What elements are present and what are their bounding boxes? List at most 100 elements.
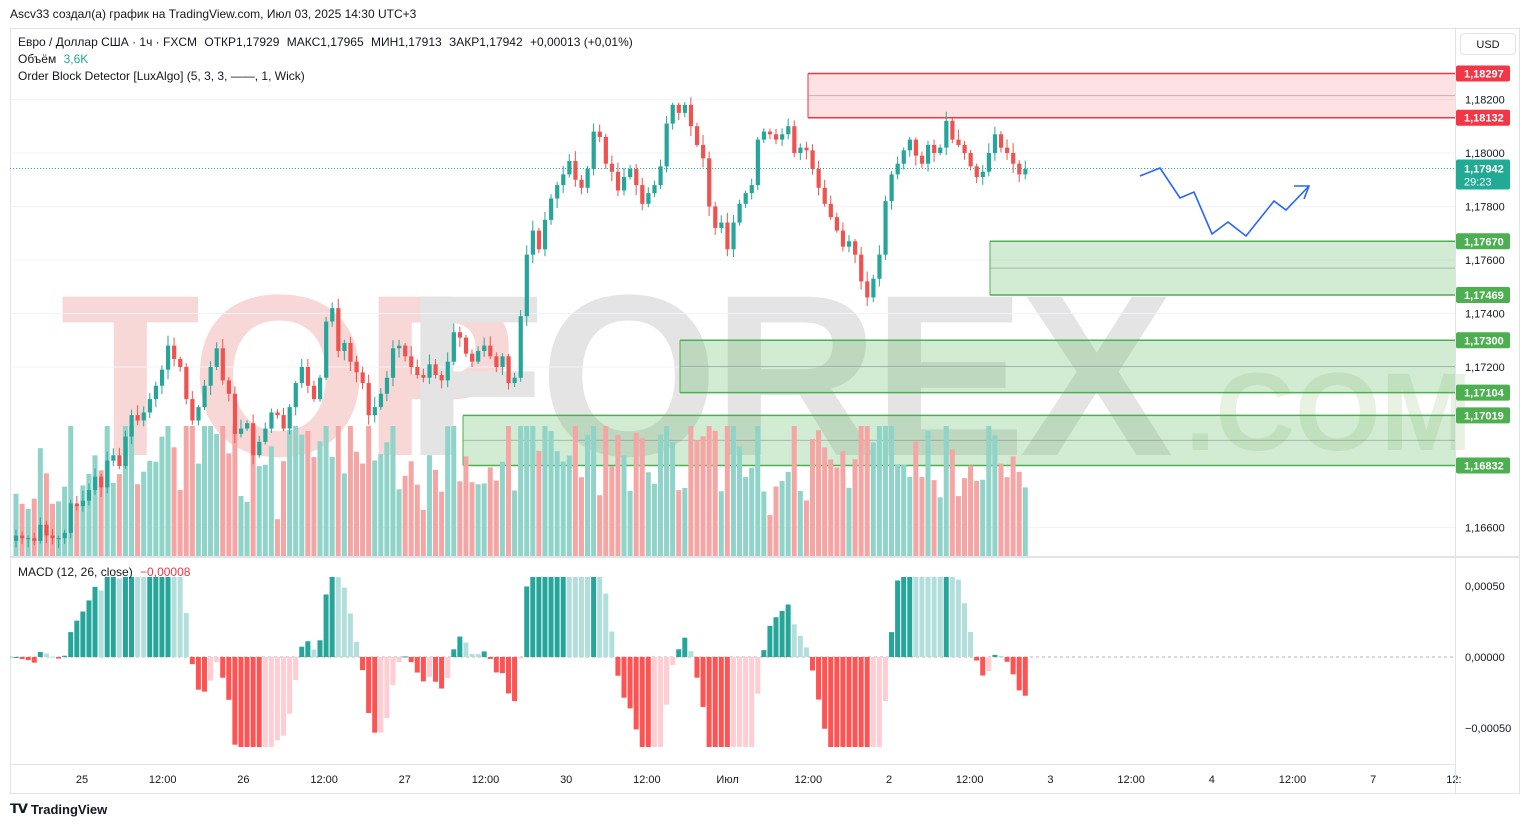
- volume-bar: [889, 426, 895, 556]
- candle-body: [232, 393, 238, 434]
- tradingview-brand[interactable]: 𝗧𝗩 TradingView: [10, 801, 107, 817]
- candle-body: [549, 198, 554, 220]
- volume-bar: [816, 430, 822, 556]
- volume-bar: [840, 451, 846, 556]
- candle-body: [305, 367, 311, 386]
- candle-body: [853, 241, 858, 255]
- candle-body: [646, 193, 651, 204]
- volume-bar: [937, 497, 943, 556]
- macd-bar: [439, 657, 445, 689]
- macd-bar: [585, 577, 591, 657]
- indicator-legend[interactable]: Order Block Detector [LuxAlgo] (5, 3, 3,…: [18, 69, 305, 83]
- candle-body: [956, 139, 961, 145]
- time-tick-label: 12:: [1446, 774, 1461, 786]
- candle-body: [816, 169, 821, 188]
- candle-body: [713, 206, 718, 228]
- volume-bars: [13, 426, 1028, 556]
- macd-bar: [974, 657, 980, 661]
- tradingview-brand-text: TradingView: [30, 801, 108, 817]
- candle-body: [834, 217, 839, 231]
- macd-bar: [882, 657, 888, 701]
- candle-body: [707, 158, 712, 207]
- candle-body: [445, 361, 450, 381]
- ohlc-open: ОТКР1,17929: [204, 35, 280, 49]
- candle-body: [1023, 169, 1028, 175]
- currency-button[interactable]: USD: [1460, 33, 1516, 55]
- candle-body: [433, 364, 438, 376]
- candles[interactable]: [10, 97, 1455, 548]
- candle-body: [1005, 147, 1010, 153]
- macd-value: −0,00008: [140, 565, 191, 579]
- macd-bar: [299, 646, 305, 657]
- macd-bar: [505, 657, 511, 694]
- macd-bar: [68, 632, 74, 657]
- volume-bar: [518, 426, 524, 556]
- volume-bar: [153, 461, 159, 556]
- macd-bar: [323, 594, 329, 657]
- candle-body: [682, 104, 687, 113]
- volume-bar: [439, 491, 445, 556]
- candle-body: [32, 538, 37, 541]
- macd-bar: [597, 577, 603, 657]
- macd-tick-label: −0,00050: [1465, 723, 1511, 735]
- macd-bar: [201, 657, 207, 692]
- macd-bar: [86, 600, 92, 657]
- macd-bar: [341, 587, 347, 657]
- symbol-legend[interactable]: Евро / Доллар США · 1ч · FXCM ОТКР1,1792…: [18, 35, 633, 49]
- time-tick-label: 30: [560, 774, 572, 786]
- macd-bar: [572, 577, 578, 657]
- zone-price-tag-label: 1,18132: [1464, 113, 1504, 125]
- macd-legend[interactable]: MACD (12, 26, close) −0,00008: [18, 565, 190, 579]
- candle-body: [117, 455, 122, 466]
- order-blocks: [462, 72, 1455, 467]
- current-price-value: 1,17942: [1464, 164, 1504, 176]
- zone-price-tag-label: 1,17670: [1464, 236, 1504, 248]
- candle-body: [372, 407, 377, 416]
- candle-body: [634, 169, 639, 186]
- macd-bar: [718, 657, 724, 747]
- macd-bar: [396, 657, 402, 662]
- macd-bar: [141, 577, 147, 657]
- volume-bar: [627, 491, 633, 556]
- candle-body: [798, 147, 803, 153]
- candle-body: [518, 316, 523, 378]
- pane-divider[interactable]: [10, 556, 1520, 558]
- macd-bar: [828, 657, 834, 747]
- macd-bar: [688, 651, 694, 657]
- price-scale[interactable]: 1,18200 1,18000 1,17800 1,17600 1,17400 1,172…: [1456, 65, 1511, 735]
- macd-bar: [92, 586, 98, 657]
- macd-bar: [822, 657, 828, 729]
- volume-bar: [767, 515, 773, 556]
- macd-bar: [645, 657, 651, 747]
- time-tick-label: 25: [76, 774, 88, 786]
- volume-bar: [834, 467, 840, 556]
- volume-bar: [1016, 471, 1022, 556]
- volume-bar: [858, 426, 864, 556]
- volume-bar: [341, 473, 347, 556]
- volume-legend[interactable]: Объём 3,6K: [18, 52, 88, 66]
- volume-bar: [469, 482, 475, 556]
- candle-body: [172, 345, 177, 359]
- volume-bar: [779, 481, 785, 556]
- symbol-name[interactable]: Евро / Доллар США · 1ч · FXCM: [18, 35, 198, 49]
- volume-bar: [414, 484, 420, 556]
- candle-body: [846, 241, 852, 247]
- volume-bar: [512, 490, 518, 556]
- candle-body: [622, 177, 627, 191]
- candle-body: [664, 123, 669, 167]
- volume-bar: [165, 426, 171, 556]
- macd-bar: [901, 577, 907, 657]
- candle-body: [822, 187, 827, 204]
- time-tick-label: 27: [399, 774, 411, 786]
- time-scale[interactable]: 25 12:00 26 12:00 27 12:00 30 12:00 Июл 12:00 2 12:…: [76, 774, 1462, 786]
- candle-body: [804, 147, 809, 151]
- volume-bar: [311, 457, 317, 556]
- macd-bar: [451, 649, 457, 657]
- macd-bar: [183, 612, 189, 657]
- order-block-zone: [990, 241, 1455, 296]
- candle-body: [348, 342, 353, 362]
- zone-price-tag: [1456, 457, 1510, 474]
- candle-body: [190, 399, 195, 421]
- macd-bar: [171, 577, 177, 657]
